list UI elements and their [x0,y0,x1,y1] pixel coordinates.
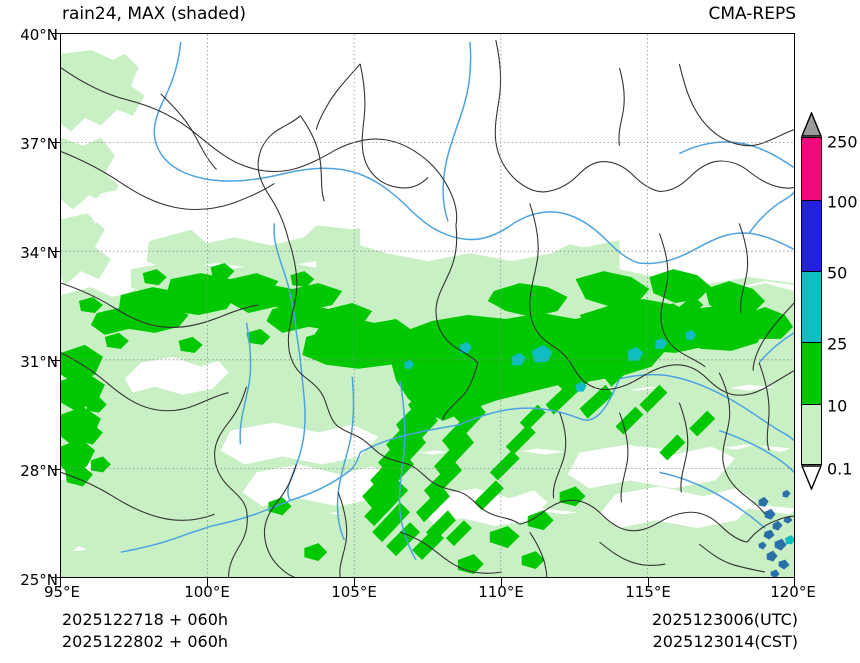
colorbar-under-arrow [801,465,822,490]
y-tick-label-1: 37°N [20,135,58,153]
y-tick-label-0: 40°N [20,26,58,44]
colorbar-label-50: 50 [827,263,848,283]
colorbar-segment-25 [801,342,822,404]
map-plot-area [60,33,795,578]
x-tick-label-3: 110°E [478,583,524,601]
colorbar-segment-250 [801,137,822,200]
y-tick-label-5: 25°N [20,571,58,589]
colorbar-label-0.1: 0.1 [827,459,853,479]
y-tick-label-4: 28°N [20,462,58,480]
x-tick-mark-3 [501,578,503,587]
coastline-islands [758,489,793,577]
x-tick-label-4: 115°E [625,583,671,601]
x-tick-mark-5 [794,578,796,587]
map-svg [61,34,794,577]
colorbar-segment-10 [801,404,822,465]
colorbar[interactable]: 250 100 50 25 10 0.1 [801,112,858,490]
x-tick-label-5: 120°E [770,583,816,601]
x-tick-label-1: 100°E [184,583,230,601]
footer-init-time-utc: 2025122718 + 060h [62,610,229,629]
river-lines [120,41,794,561]
y-tick-mark-5 [52,577,61,579]
footer-valid-time-utc: 2025123006(UTC) [652,610,798,629]
map-gridlines [61,34,794,577]
x-tick-label-0: 95°E [43,583,81,601]
admin-boundaries [61,39,794,577]
colorbar-over-arrow [801,112,822,137]
model-label: CMA-REPS [708,4,796,24]
y-tick-label-2: 34°N [20,244,58,262]
footer-valid-time-cst: 2025123014(CST) [652,632,798,651]
y-tick-mark-1 [52,142,61,144]
colorbar-segment-100 [801,200,822,271]
y-tick-mark-3 [52,360,61,362]
colorbar-label-250: 250 [827,132,858,152]
precip-band-high [404,329,794,545]
y-tick-label-3: 31°N [20,353,58,371]
colorbar-segment-50 [801,271,822,342]
y-tick-mark-0 [52,33,61,35]
x-tick-label-2: 105°E [331,583,377,601]
footer-init-time-cst: 2025122802 + 060h [62,632,229,651]
colorbar-label-25: 25 [827,334,848,354]
y-tick-mark-2 [52,251,61,253]
page-title: rain24, MAX (shaded) [62,4,247,24]
colorbar-label-10: 10 [827,396,848,416]
x-tick-mark-0 [60,578,62,587]
y-tick-mark-4 [52,469,61,471]
x-tick-mark-1 [207,578,209,587]
colorbar-label-100: 100 [827,192,858,212]
x-tick-mark-2 [354,578,356,587]
x-tick-mark-4 [648,578,650,587]
